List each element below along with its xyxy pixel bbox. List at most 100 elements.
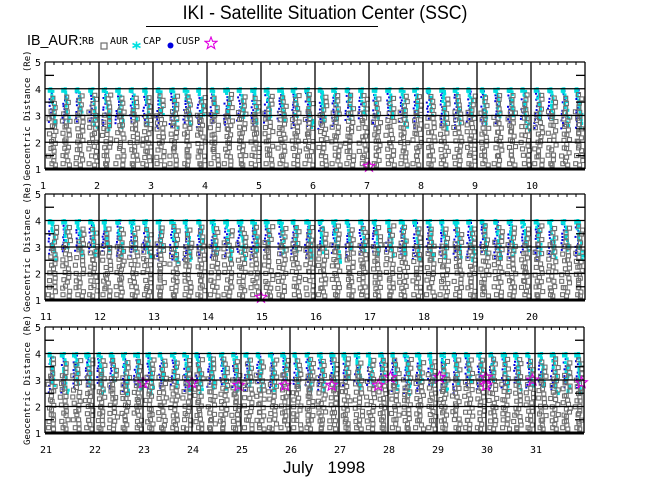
rb-point bbox=[305, 254, 311, 260]
aur-point bbox=[215, 246, 219, 250]
aur-point bbox=[122, 364, 126, 367]
aur-point bbox=[66, 242, 70, 246]
rb-point bbox=[345, 118, 352, 124]
rb-point bbox=[173, 162, 179, 168]
cap-point bbox=[143, 95, 146, 98]
x-tick-label: 11 bbox=[40, 312, 52, 323]
cap-point bbox=[413, 240, 416, 243]
x-tick-label: 8 bbox=[418, 181, 424, 192]
rb-point bbox=[418, 266, 424, 272]
aur-point bbox=[160, 243, 164, 247]
rb-point bbox=[182, 411, 188, 417]
rb-point bbox=[224, 406, 230, 413]
aur-point bbox=[131, 108, 135, 112]
rb-point bbox=[306, 92, 312, 98]
aur-point bbox=[523, 108, 527, 112]
rb-point bbox=[383, 262, 389, 268]
rb-point bbox=[99, 132, 105, 138]
rb-point bbox=[359, 263, 365, 269]
aur-point bbox=[76, 225, 80, 229]
rb-point bbox=[289, 138, 295, 144]
aur-point bbox=[333, 224, 337, 228]
rb-point bbox=[480, 125, 486, 131]
aur-point bbox=[185, 358, 189, 362]
rb-point bbox=[224, 133, 230, 140]
aur-point bbox=[51, 366, 54, 370]
rb-point bbox=[237, 292, 243, 298]
x-tick-label: 18 bbox=[418, 312, 430, 323]
cap-point bbox=[62, 105, 65, 108]
rb-point bbox=[357, 285, 363, 291]
rb-point bbox=[521, 161, 527, 167]
rb-point bbox=[132, 258, 138, 264]
cap-point bbox=[455, 111, 457, 114]
rb-point bbox=[336, 231, 342, 237]
rb-point bbox=[506, 256, 512, 262]
rb-point bbox=[207, 125, 213, 131]
rb-point bbox=[429, 280, 435, 286]
rb-point bbox=[471, 146, 477, 152]
aur-point bbox=[103, 227, 107, 231]
rb-point bbox=[508, 152, 514, 158]
cap-point bbox=[346, 235, 349, 237]
cap-point bbox=[292, 124, 295, 126]
rb-point bbox=[307, 260, 313, 266]
rb-point bbox=[345, 251, 351, 257]
rb-point bbox=[349, 293, 355, 299]
rb-point bbox=[321, 145, 327, 151]
rb-point bbox=[223, 411, 229, 417]
aur-point bbox=[235, 355, 239, 359]
cap-point bbox=[157, 121, 160, 124]
rb-point bbox=[115, 130, 121, 136]
rb-point bbox=[167, 153, 173, 159]
aur-point bbox=[334, 227, 338, 231]
aur-point bbox=[385, 219, 390, 225]
cap-point bbox=[467, 104, 470, 107]
rb-point bbox=[130, 266, 136, 272]
aur-point bbox=[389, 93, 393, 97]
rb-point bbox=[147, 425, 153, 431]
rb-point bbox=[135, 262, 141, 268]
cap-point bbox=[116, 240, 118, 243]
rb-point bbox=[388, 247, 394, 253]
aur-point bbox=[521, 225, 525, 229]
rb-point bbox=[276, 131, 282, 137]
rb-point bbox=[562, 266, 568, 272]
aur-point bbox=[51, 89, 55, 93]
rb-point bbox=[372, 280, 378, 286]
rb-point bbox=[466, 152, 472, 158]
rb-point bbox=[101, 278, 107, 284]
aur-point bbox=[117, 92, 121, 96]
rb-point bbox=[222, 393, 228, 399]
rb-point bbox=[389, 232, 395, 238]
rb-point bbox=[546, 263, 552, 269]
rb-point bbox=[275, 272, 281, 278]
cap-point bbox=[574, 235, 577, 238]
rb-point bbox=[403, 93, 409, 99]
aur-point bbox=[294, 93, 298, 97]
rb-point bbox=[211, 411, 218, 417]
aur-point bbox=[117, 97, 121, 100]
cap-point bbox=[494, 97, 497, 100]
rb-point bbox=[499, 147, 505, 153]
rb-point bbox=[280, 95, 286, 101]
rb-point bbox=[222, 262, 228, 268]
rb-point bbox=[248, 365, 254, 371]
rb-point bbox=[397, 279, 403, 285]
aur-point bbox=[523, 231, 527, 235]
rb-point bbox=[100, 257, 106, 263]
aur-point bbox=[431, 252, 435, 256]
x-tick-label: 12 bbox=[94, 312, 106, 323]
rb-point bbox=[53, 234, 59, 240]
rb-point bbox=[209, 263, 215, 269]
aur-point bbox=[118, 111, 122, 114]
rb-point bbox=[173, 134, 179, 141]
cap-point bbox=[332, 233, 335, 236]
rb-point bbox=[468, 133, 474, 139]
aur-point bbox=[231, 352, 236, 358]
aur-point bbox=[580, 241, 584, 245]
rb-point bbox=[398, 292, 404, 298]
rb-point bbox=[71, 400, 77, 406]
rb-point bbox=[60, 292, 66, 298]
